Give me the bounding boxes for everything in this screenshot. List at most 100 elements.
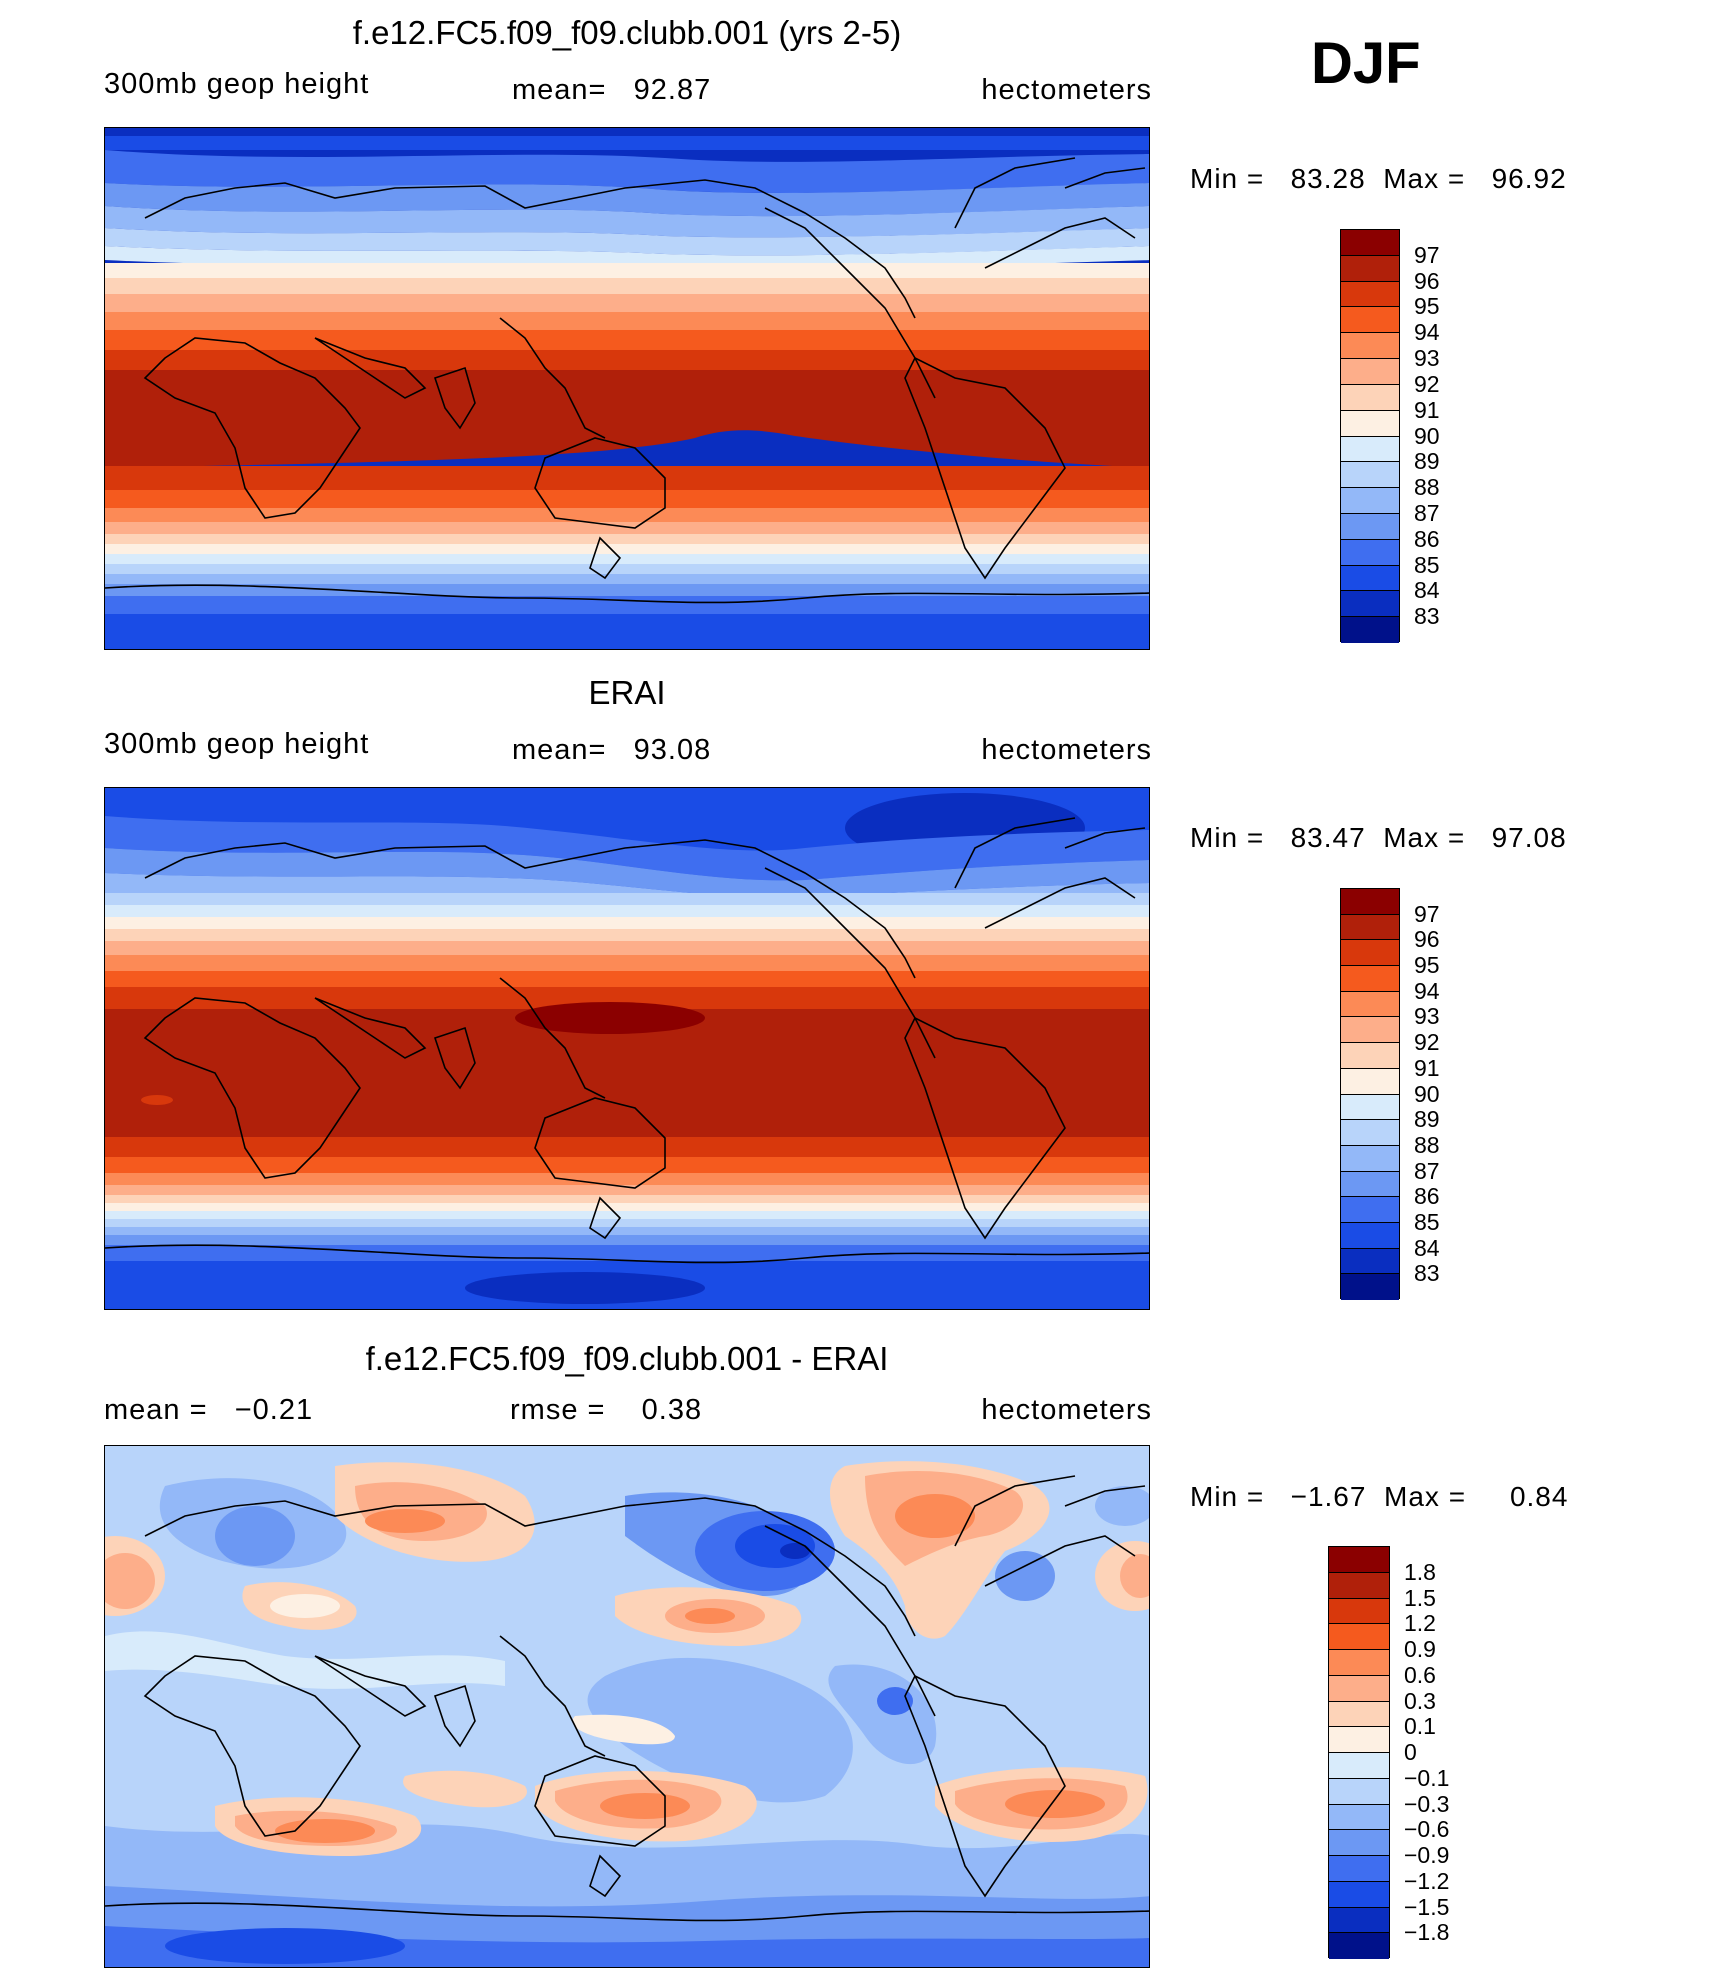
colorbar-swatch [1329,1650,1389,1676]
colorbar-swatch [1341,410,1399,437]
panel-1-map [104,127,1150,650]
colorbar-swatch [1341,617,1399,643]
colorbar-level-label: 89 [1414,448,1440,475]
colorbar-swatch [1341,1145,1399,1172]
colorbar-swatch [1341,1068,1399,1095]
colorbar-swatch [1329,1907,1389,1934]
season-label: DJF [1311,31,1421,96]
colorbar-swatch [1341,307,1399,334]
colorbar-swatch [1329,1598,1389,1625]
colorbar-level-label: 97 [1414,241,1440,268]
colorbar-level-label: 86 [1414,525,1440,552]
colorbar-level-label: 91 [1414,1054,1440,1081]
colorbar-level-label: 0.3 [1404,1687,1436,1714]
colorbar-level-label: 85 [1414,1208,1440,1235]
panel-3-rmse: rmse = 0.38 [510,1394,703,1426]
colorbar-swatch [1341,1094,1399,1121]
colorbar-swatch [1341,565,1399,592]
colorbar-swatch [1341,966,1399,992]
panel-3-map [104,1445,1150,1968]
colorbar-level-label: 92 [1414,370,1440,397]
colorbar-level-label: 91 [1414,396,1440,423]
colorbar-swatch [1329,1778,1389,1805]
colorbar-level-label: 89 [1414,1106,1440,1133]
panel-2-map [104,787,1150,1310]
colorbar-swatch [1341,281,1399,308]
colorbar-level-label: 87 [1414,499,1440,526]
colorbar-level-label: 1.2 [1404,1610,1436,1637]
panel-3-mean: mean = −0.21 [104,1394,314,1426]
colorbar-swatch [1329,1572,1389,1599]
colorbar-swatch [1341,1120,1399,1146]
colorbar-level-label: 88 [1414,474,1440,501]
panel-2-minmax: Min = 83.47 Max = 97.08 [1190,822,1567,853]
colorbar-level-label: 83 [1414,1260,1440,1287]
colorbar-swatch [1341,1197,1399,1223]
panel-2-variable-label: 300mb geop height [104,728,370,760]
colorbar-level-label: 96 [1414,267,1440,294]
colorbar-level-label: 85 [1414,551,1440,578]
colorbar-level-label: 0 [1404,1739,1417,1765]
colorbar-swatch [1341,539,1399,566]
colorbar-level-label: −0.6 [1404,1816,1450,1843]
colorbar-level-label: 90 [1414,422,1440,449]
colorbar-level-label: −1.5 [1404,1893,1450,1920]
colorbar-swatch [1329,1856,1389,1882]
colorbar-level-label: 95 [1414,293,1440,320]
colorbar-swatch [1329,1675,1389,1702]
colorbar-level-label: 83 [1414,603,1440,630]
colorbar-level-label: −0.3 [1404,1790,1450,1817]
colorbar-swatch [1329,1933,1389,1959]
colorbar-level-label: 0.6 [1404,1661,1436,1688]
colorbar-swatch [1341,333,1399,360]
colorbar-swatch [1329,1804,1389,1831]
colorbar-swatch [1341,255,1399,282]
colorbar-level-label: 90 [1414,1080,1440,1107]
colorbar-level-label: 88 [1414,1131,1440,1158]
colorbar-level-label: 87 [1414,1157,1440,1184]
panel-1-units: hectometers [981,74,1152,106]
colorbar-swatch [1341,991,1399,1018]
colorbar-level-label: 94 [1414,319,1440,346]
colorbar-level-label: −0.1 [1404,1764,1450,1791]
colorbar-swatch [1341,1274,1399,1300]
colorbar-swatch [1329,1624,1389,1650]
colorbar-swatch [1329,1547,1389,1573]
panel-2-title: ERAI [588,674,666,711]
colorbar-level-label: 93 [1414,1003,1440,1030]
panel-3-units: hectometers [981,1394,1152,1426]
colorbar-level-label: −0.9 [1404,1842,1450,1868]
colorbar-swatch [1329,1830,1389,1856]
colorbar-swatch [1341,889,1399,915]
colorbar-level-label: 93 [1414,345,1440,372]
colorbar-level-label: 86 [1414,1183,1440,1210]
colorbar-swatch [1329,1727,1389,1753]
colorbar-level-label: 1.5 [1404,1584,1436,1611]
colorbar-swatch [1341,914,1399,941]
colorbar-level-label: 97 [1414,900,1440,927]
colorbar-swatch [1341,436,1399,463]
colorbar-level-label: 84 [1414,577,1440,604]
colorbar-level-label: 94 [1414,977,1440,1004]
panel-1-title: f.e12.FC5.f09_f09.clubb.001 (yrs 2-5) [352,14,902,51]
colorbar-level-label: 84 [1414,1234,1440,1261]
colorbar-swatch [1341,1248,1399,1275]
colorbar-swatch [1341,359,1399,385]
colorbar-level-label: 95 [1414,952,1440,979]
colorbar-level-label: 0.1 [1404,1713,1436,1740]
panel-1-mean: mean= 92.87 [512,74,712,106]
colorbar-swatch [1329,1881,1389,1908]
colorbar-swatch [1341,1222,1399,1249]
colorbar-swatch [1341,1017,1399,1044]
colorbar-swatch [1341,1171,1399,1198]
colorbar-swatch [1341,513,1399,540]
panel-2-mean: mean= 93.08 [512,734,712,766]
panel-1-minmax: Min = 83.28 Max = 96.92 [1190,163,1567,194]
panel-3-minmax: Min = −1.67 Max = 0.84 [1190,1481,1569,1512]
colorbar-swatch [1329,1701,1389,1728]
colorbar-swatch [1341,384,1399,411]
colorbar-swatch [1341,1043,1399,1069]
colorbar-swatch [1341,488,1399,514]
colorbar-swatch [1329,1753,1389,1779]
panel-3-title: f.e12.FC5.f09_f09.clubb.001 - ERAI [365,1340,889,1377]
